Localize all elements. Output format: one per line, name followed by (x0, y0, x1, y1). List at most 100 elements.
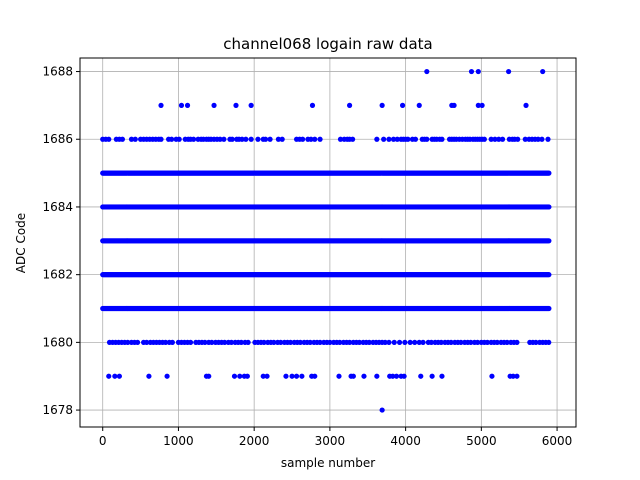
data-point (390, 373, 396, 379)
data-point (293, 373, 300, 379)
data-point (261, 339, 267, 345)
data-point (412, 339, 418, 345)
data-point (366, 339, 372, 345)
data-point (248, 102, 254, 108)
y-axis-label: ADC Code (14, 213, 28, 273)
data-point (336, 373, 342, 379)
data-point (312, 373, 318, 379)
data-point (264, 373, 270, 379)
x-tick-label: 2000 (239, 434, 270, 448)
data-point (287, 339, 294, 345)
data-point (119, 136, 126, 142)
data-point (300, 136, 306, 142)
data-point (112, 373, 118, 379)
data-point (187, 339, 194, 345)
data-point (238, 339, 244, 345)
data-point (255, 136, 261, 142)
data-point (209, 339, 215, 345)
data-point (233, 102, 239, 108)
data-point (386, 339, 392, 345)
y-tick-label: 1686 (42, 132, 73, 146)
data-point (350, 373, 356, 379)
data-point (350, 136, 356, 142)
data-point (116, 373, 122, 379)
data-point (546, 238, 552, 244)
data-point (299, 373, 305, 379)
y-tick-label: 1680 (42, 335, 73, 349)
data-point (374, 136, 380, 142)
data-point (382, 339, 388, 345)
data-point (237, 373, 243, 379)
data-point (144, 339, 150, 345)
data-point (169, 339, 175, 345)
data-point (106, 373, 112, 379)
data-point (128, 136, 135, 142)
data-point (448, 339, 454, 345)
data-point (379, 407, 385, 413)
data-point (514, 373, 520, 379)
y-tick-label: 1684 (42, 200, 73, 214)
data-point (499, 136, 506, 142)
data-point (275, 136, 281, 142)
data-point (106, 136, 112, 142)
data-point (245, 339, 251, 345)
x-tick-label: 6000 (542, 434, 573, 448)
chart-title: channel068 logain raw data (223, 35, 432, 53)
data-point (132, 136, 138, 142)
data-point (474, 339, 481, 345)
data-point (416, 102, 422, 108)
data-point (523, 102, 529, 108)
data-point (202, 339, 208, 345)
data-point (248, 136, 254, 142)
x-tick-label: 0 (99, 434, 107, 448)
data-point (206, 373, 212, 379)
data-point (317, 136, 323, 142)
data-point (356, 339, 363, 345)
data-point (327, 339, 333, 345)
data-point (164, 373, 170, 379)
data-points (100, 68, 552, 413)
y-tick-label: 1678 (42, 403, 73, 417)
y-tick-label: 1682 (42, 268, 73, 282)
data-point (546, 170, 552, 176)
data-point (228, 339, 235, 345)
data-point (475, 102, 481, 108)
x-tick-label: 4000 (390, 434, 421, 448)
data-point (346, 339, 353, 345)
data-point (468, 68, 475, 75)
data-point (488, 136, 494, 142)
data-point (429, 373, 435, 379)
data-point (278, 339, 284, 345)
data-point (221, 136, 227, 142)
data-point (134, 339, 141, 345)
data-point (489, 373, 495, 379)
data-point (484, 339, 491, 345)
data-point (412, 136, 419, 142)
data-point (169, 136, 175, 142)
data-point (229, 136, 235, 142)
data-point (468, 339, 474, 345)
data-point (231, 373, 238, 379)
data-point (381, 136, 387, 142)
data-point (533, 339, 539, 345)
data-point (158, 136, 164, 142)
data-point (222, 339, 228, 345)
data-point (379, 102, 385, 108)
data-point (262, 136, 269, 142)
data-point (546, 272, 552, 278)
data-point (424, 136, 430, 142)
data-point (184, 102, 191, 108)
data-point (504, 339, 510, 345)
data-point (260, 373, 266, 379)
data-point (244, 373, 250, 379)
data-point (546, 339, 552, 345)
data-point (506, 68, 512, 75)
data-point (420, 339, 426, 345)
data-point (337, 136, 344, 142)
data-point (346, 102, 353, 108)
data-point (401, 373, 407, 379)
data-point (546, 305, 552, 312)
data-point (393, 373, 400, 379)
data-point (424, 68, 430, 75)
